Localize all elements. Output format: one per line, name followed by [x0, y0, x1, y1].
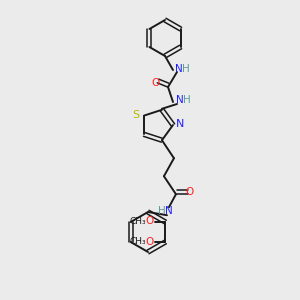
Text: O: O [186, 187, 194, 197]
Text: N: N [175, 64, 183, 74]
Text: O: O [145, 216, 153, 226]
Text: S: S [133, 110, 140, 120]
Text: N: N [165, 206, 173, 216]
Text: CH₃: CH₃ [129, 217, 146, 226]
Text: N: N [176, 119, 184, 129]
Text: O: O [145, 237, 153, 247]
Text: N: N [176, 95, 184, 105]
Text: H: H [158, 206, 166, 216]
Text: H: H [182, 64, 190, 74]
Text: CH₃: CH₃ [129, 238, 146, 247]
Text: O: O [152, 78, 160, 88]
Text: H: H [183, 95, 191, 105]
